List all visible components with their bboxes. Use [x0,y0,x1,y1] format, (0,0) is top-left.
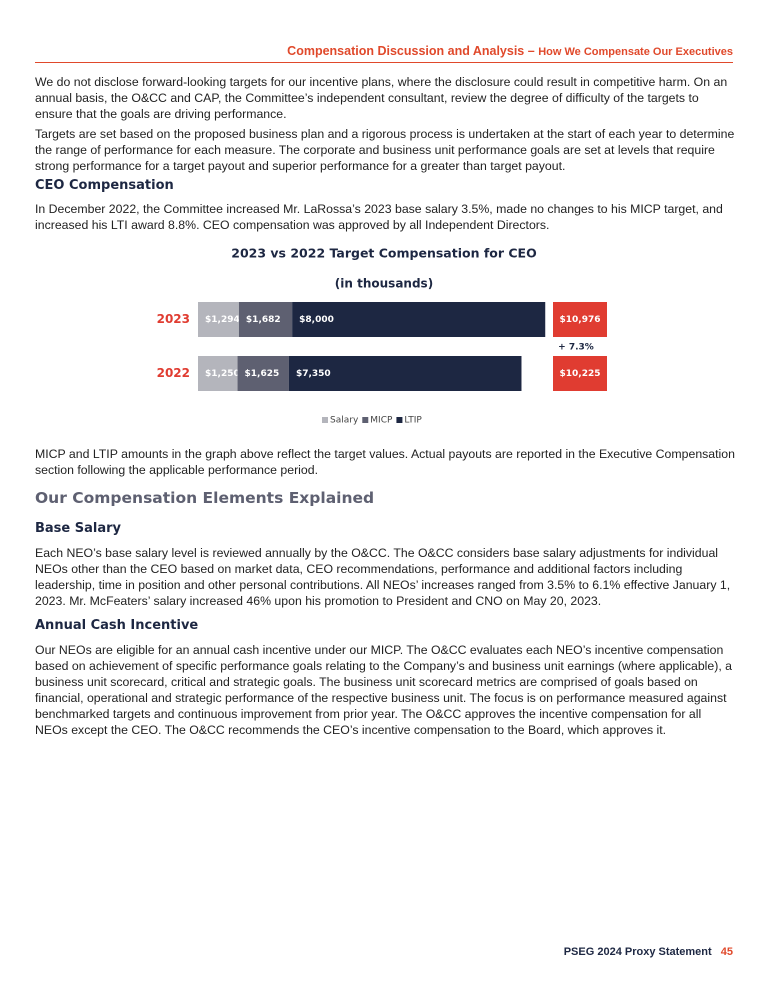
header-section: Compensation Discussion and Analysis – [287,44,535,58]
total-label: $10,225 [560,369,601,379]
bar-segment [198,302,239,337]
header-subsection: How We Compensate Our Executives [538,46,733,58]
legend-swatch [362,417,369,423]
page-footer: PSEG 2024 Proxy Statement 45 [564,946,733,958]
legend-label: MICP [370,416,393,426]
paragraph: We do not disclose forward-looking targe… [35,75,728,121]
bar-segment [288,356,522,391]
heading: Annual Cash Incentive [35,618,199,633]
legend-swatch [322,417,328,423]
legend-label: Salary [330,416,359,426]
heading: Base Salary [35,521,122,536]
chart-subtitle: (in thousands) [335,277,433,291]
section-heading: Our Compensation Elements Explained [35,489,375,507]
value-label: $1,625 [245,369,280,379]
paragraph: Each NEO’s base salary level is reviewed… [35,546,731,608]
bar-segment [237,356,289,391]
paragraph: Our NEOs are eligible for an annual cash… [35,643,733,737]
value-label: $7,350 [296,369,331,379]
paragraph: MICP and LTIP amounts in the graph above… [35,447,735,477]
header-rule [35,62,733,63]
value-label: $8,000 [299,315,334,325]
bar-segment [292,302,546,337]
chart: 2023 vs 2022 Target Compensation for CEO… [157,246,607,426]
chart-title: 2023 vs 2022 Target Compensation for CEO [231,246,536,261]
value-label: $1,682 [246,315,281,325]
value-label: $1,250 [205,369,240,379]
total-label: $10,976 [560,315,601,325]
paragraph: Targets are set based on the proposed bu… [35,127,735,173]
total-box [553,302,607,337]
category-label: 2022 [157,366,190,380]
legend-label: LTIP [404,416,422,426]
page-number: 45 [720,946,733,958]
bar-segment [238,302,293,337]
heading: CEO Compensation [35,178,174,193]
total-box [553,356,607,391]
category-label: 2023 [157,312,190,326]
bar-segment [198,356,238,391]
legend-swatch [396,417,403,423]
page-header: Compensation Discussion and Analysis – H… [287,44,733,58]
change-annotation: + 7.3% [558,343,594,353]
paragraph: In December 2022, the Committee increase… [35,202,723,232]
footer-publication: PSEG 2024 Proxy Statement [563,946,712,958]
value-label: $1,294 [205,315,240,325]
